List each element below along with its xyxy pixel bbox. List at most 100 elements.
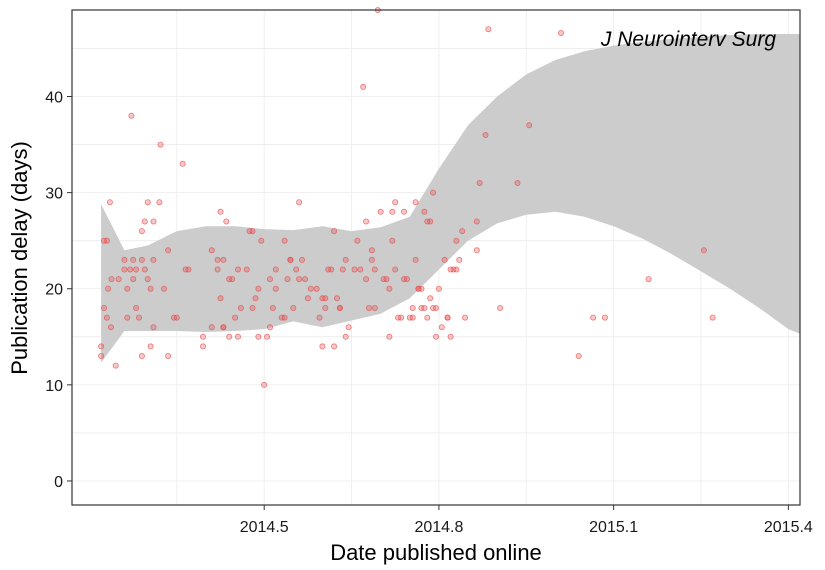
data-point — [290, 304, 297, 311]
data-point — [459, 228, 466, 235]
data-point — [339, 266, 346, 273]
data-point — [363, 276, 370, 283]
data-point — [368, 247, 375, 254]
data-point — [418, 304, 425, 311]
data-point — [304, 295, 311, 302]
data-point — [296, 199, 303, 206]
data-point — [700, 247, 707, 254]
data-point — [144, 276, 151, 283]
data-point — [130, 276, 137, 283]
data-point — [447, 333, 454, 340]
data-point — [130, 256, 137, 263]
data-point — [108, 324, 115, 331]
data-point — [223, 218, 230, 225]
data-point — [106, 199, 113, 206]
data-point — [214, 266, 221, 273]
data-point — [316, 314, 323, 321]
data-point — [199, 333, 206, 340]
data-point — [377, 208, 384, 215]
data-point — [287, 256, 294, 263]
data-point — [427, 218, 434, 225]
data-point — [368, 256, 375, 263]
data-point — [432, 304, 439, 311]
data-point — [220, 256, 227, 263]
data-point — [453, 237, 460, 244]
confidence-band — [101, 34, 801, 363]
data-point — [141, 218, 148, 225]
data-point — [165, 352, 172, 359]
data-point — [150, 218, 157, 225]
data-point — [226, 333, 233, 340]
data-point — [424, 314, 431, 321]
data-point — [147, 285, 154, 292]
data-point — [427, 295, 434, 302]
data-points — [98, 7, 716, 388]
data-point — [383, 276, 390, 283]
data-point — [357, 266, 364, 273]
data-point — [160, 285, 167, 292]
data-point — [124, 285, 131, 292]
data-point — [360, 83, 367, 90]
data-point — [421, 208, 428, 215]
data-point — [133, 304, 140, 311]
data-point — [269, 304, 276, 311]
data-point — [272, 266, 279, 273]
data-point — [322, 304, 329, 311]
data-point — [135, 314, 142, 321]
data-point — [214, 256, 221, 263]
data-point — [298, 256, 305, 263]
data-point — [709, 314, 716, 321]
data-point — [430, 189, 437, 196]
data-point — [208, 247, 215, 254]
x-tick-label: 2015.4 — [764, 519, 813, 536]
data-point — [485, 26, 492, 33]
legend-label: J Neurointerv Surg — [600, 28, 776, 51]
data-point — [398, 314, 405, 321]
legend: J Neurointerv Surg — [558, 28, 776, 51]
data-point — [392, 199, 399, 206]
data-point — [336, 304, 343, 311]
data-point — [386, 333, 393, 340]
data-point — [333, 295, 340, 302]
data-point — [138, 256, 145, 263]
x-tick-label: 2015.1 — [589, 519, 638, 536]
data-point — [105, 285, 112, 292]
data-point — [313, 285, 320, 292]
data-point — [258, 237, 265, 244]
data-point — [284, 276, 291, 283]
data-point — [371, 304, 378, 311]
data-point — [409, 314, 416, 321]
data-point — [473, 247, 480, 254]
data-point — [307, 285, 314, 292]
data-point — [252, 295, 259, 302]
data-point — [141, 266, 148, 273]
data-point — [121, 256, 128, 263]
data-point — [249, 304, 256, 311]
data-point — [281, 314, 288, 321]
x-axis-title: Date published online — [330, 540, 542, 565]
data-point — [103, 237, 110, 244]
data-point — [234, 333, 241, 340]
data-point — [121, 266, 128, 273]
data-point — [462, 314, 469, 321]
data-point — [453, 266, 460, 273]
data-point — [98, 343, 105, 350]
y-tick-label: 40 — [45, 90, 63, 107]
data-point — [575, 352, 582, 359]
data-point — [371, 266, 378, 273]
x-axis-ticks: 2014.5 2014.8 2015.1 2015.4 — [240, 505, 813, 536]
x-tick-label: 2014.5 — [240, 519, 289, 536]
data-point — [226, 276, 233, 283]
data-point — [296, 276, 303, 283]
data-point — [217, 295, 224, 302]
data-point — [432, 333, 439, 340]
data-point — [185, 266, 192, 273]
data-point — [112, 362, 119, 369]
data-point — [249, 228, 256, 235]
data-point — [165, 247, 172, 254]
data-point — [444, 314, 451, 321]
data-point — [150, 324, 157, 331]
data-point — [590, 314, 597, 321]
data-point — [272, 285, 279, 292]
